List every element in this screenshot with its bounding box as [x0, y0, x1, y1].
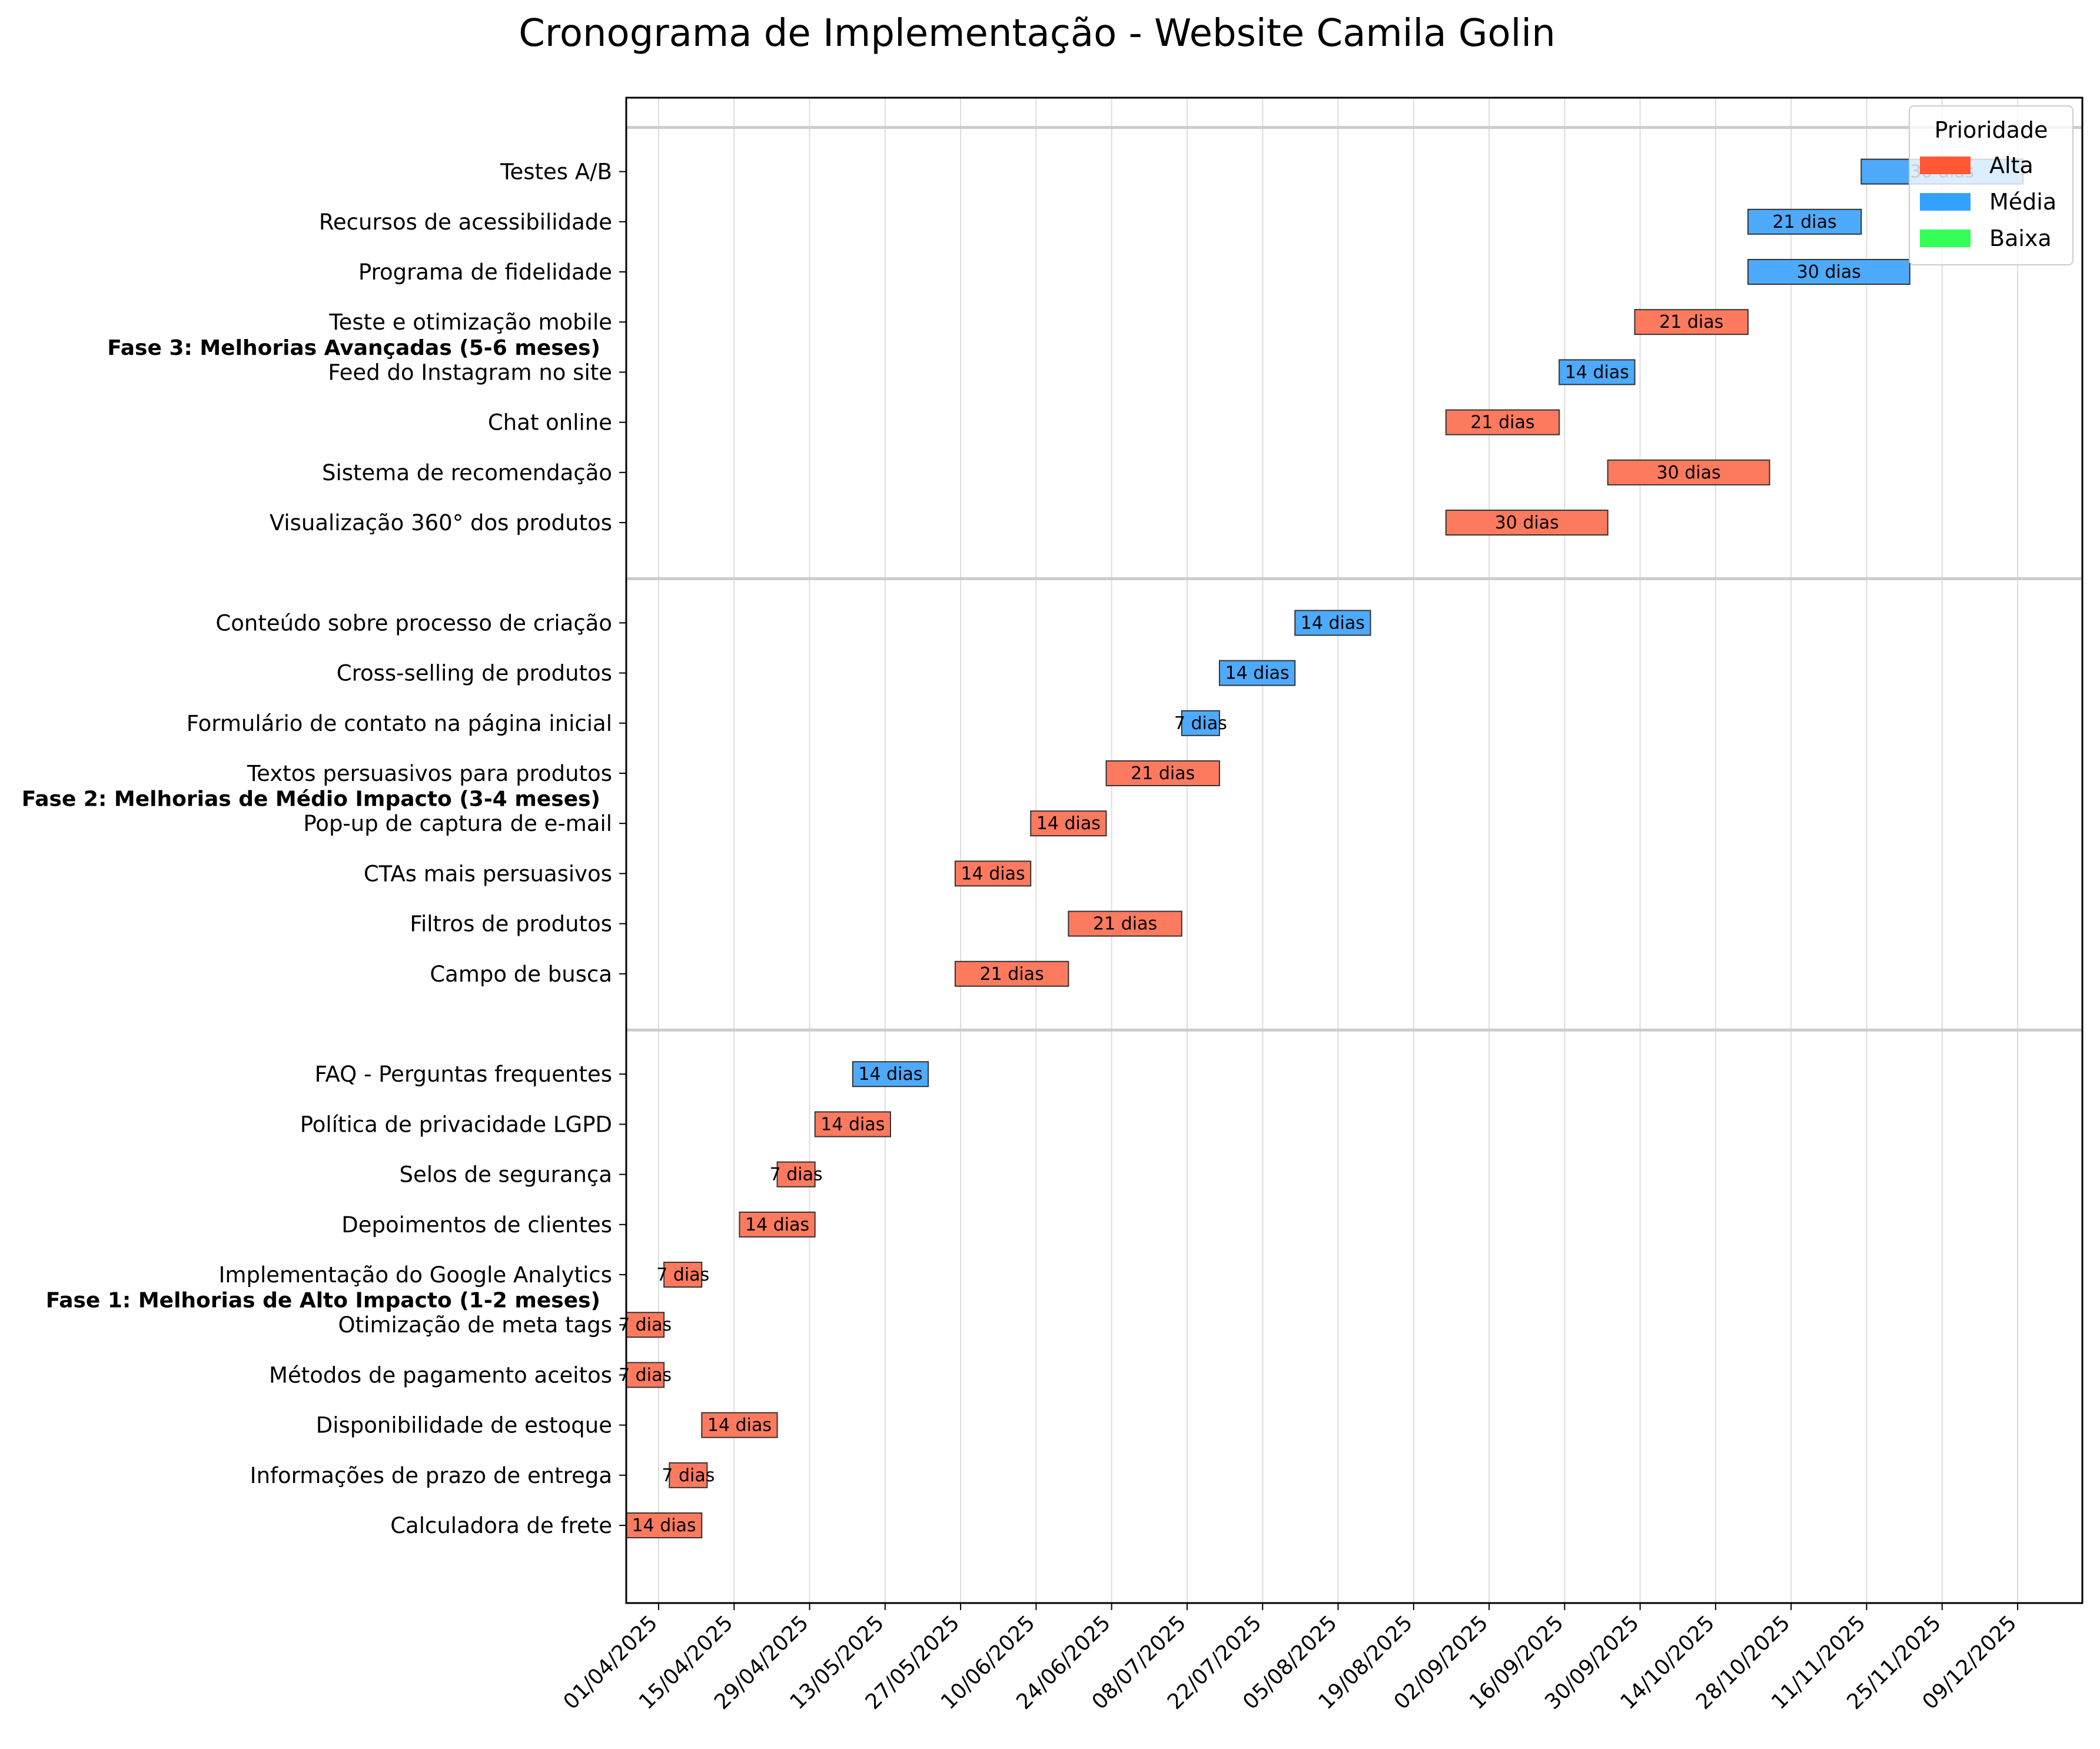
task-bar-label: 14 dias [632, 1515, 696, 1536]
task-bar [814, 1111, 891, 1138]
task-name-label: CTAs mais persuasivos [364, 861, 612, 886]
task-bar-label: 21 dias [980, 964, 1044, 985]
task-bar-label: 21 dias [1470, 413, 1534, 433]
task-bar-label: 7 dias [656, 1265, 709, 1285]
task-bar [1634, 309, 1749, 335]
phase-label: Fase 1: Melhorias de Alto Impacto (1-2 m… [46, 1289, 600, 1313]
task-bar-label: 30 dias [1657, 463, 1721, 483]
task-bar-label: 14 dias [1301, 613, 1365, 633]
grid-lines [657, 98, 2019, 1603]
task-bar-label: 7 dias [619, 1365, 672, 1385]
task-name-label: Feed do Instagram no site [328, 360, 612, 385]
task-bar-labels: 14 dias 7 dias 14 dias 7 dias 7 dias 7 dias 14… [619, 162, 1974, 1536]
y-axis: Calculadora de frete Informações de prazo… [187, 159, 626, 1538]
task-bar [1607, 459, 1770, 486]
chart-title: Cronograma de Implementação - Website Ca… [519, 12, 1556, 55]
task-bar [1294, 610, 1371, 636]
phase-label: Fase 3: Melhorias Avançadas (5-6 meses) [107, 336, 600, 360]
task-bar [701, 1412, 778, 1438]
task-bar [1181, 710, 1220, 736]
task-bar-label: 14 dias [1036, 813, 1101, 834]
task-name-label: Depoimentos de clientes [341, 1212, 612, 1238]
task-name-label: Testes A/B [500, 159, 612, 185]
legend-swatch [1920, 230, 1971, 247]
task-bar [663, 1262, 703, 1288]
task-bar [776, 1161, 816, 1188]
task-name-label: Visualização 360° dos produtos [270, 510, 612, 536]
phase-labels: Fase 1: Melhorias de Alto Impacto (1-2 m… [22, 336, 600, 1313]
task-bar [739, 1211, 816, 1238]
task-bar [1747, 259, 1910, 285]
task-name-label: Otimização de meta tags [338, 1312, 612, 1338]
task-name-label: Selos de segurança [399, 1162, 612, 1188]
task-name-label: Conteúdo sobre processo de criação [215, 610, 612, 636]
task-name-label: Implementação do Google Analytics [219, 1262, 612, 1288]
task-name-label: Campo de busca [430, 962, 612, 987]
task-name-label: Calculadora de frete [390, 1513, 612, 1538]
task-bar-label: 21 dias [1659, 312, 1723, 332]
task-bar [954, 960, 1069, 987]
task-bar-label: 7 dias [770, 1165, 823, 1185]
task-bar-label: 21 dias [1773, 212, 1837, 232]
task-name-label: Disponibilidade de estoque [316, 1413, 612, 1438]
task-bar-label: 14 dias [820, 1114, 885, 1135]
task-name-label: Pop-up de captura de e-mail [303, 811, 612, 836]
task-bar-label: 14 dias [1225, 663, 1290, 684]
task-bar-label: 21 dias [1131, 763, 1195, 784]
task-name-label: Filtros de produtos [410, 912, 612, 937]
task-bar [1218, 660, 1296, 686]
plot-frame [625, 97, 2084, 1604]
task-name-label: Política de privacidade LGPD [300, 1112, 612, 1137]
legend-swatch [1920, 193, 1971, 211]
task-bar-label: 7 dias [662, 1465, 715, 1486]
task-bar-label: 14 dias [1565, 362, 1629, 383]
task-bar [1747, 208, 1862, 235]
task-bar [1068, 910, 1182, 937]
legend: Prioridade Alta Média Baixa [1909, 105, 2074, 265]
legend-label: Alta [1989, 152, 2033, 178]
legend-frame [1909, 105, 2074, 265]
task-bar-label: 7 dias [619, 1315, 672, 1335]
task-name-label: Cross-selling de produtos [337, 661, 612, 686]
task-bar [1445, 510, 1609, 536]
task-bar [852, 1061, 929, 1088]
task-bar-label: 14 dias [961, 863, 1025, 884]
task-bars [626, 158, 2024, 1538]
task-bar-label: 30 dias [1797, 262, 1861, 282]
task-name-label: Textos persuasivos para produtos [247, 761, 612, 786]
task-bar-label: 7 dias [1174, 713, 1227, 734]
task-bar [1559, 359, 1636, 385]
task-bar [1105, 760, 1220, 786]
legend-label: Média [1989, 189, 2056, 215]
task-bar [626, 1512, 703, 1538]
task-name-label: Informações de prazo de entrega [250, 1463, 612, 1488]
task-bar-label: 14 dias [745, 1215, 809, 1235]
task-bar [954, 860, 1032, 887]
task-bar [626, 1312, 665, 1338]
task-name-label: Recursos de acessibilidade [319, 210, 612, 235]
task-bar-label: 14 dias [858, 1064, 922, 1085]
task-bar [1445, 409, 1560, 435]
task-bar [626, 1362, 665, 1388]
task-bar-label: 21 dias [1093, 914, 1157, 935]
task-bar-label: 14 dias [707, 1415, 772, 1436]
task-bar [669, 1462, 708, 1488]
legend-title: Prioridade [1935, 117, 2048, 143]
legend-swatch [1920, 157, 1971, 174]
phase-label: Fase 2: Melhorias de Médio Impacto (3-4 … [22, 787, 600, 812]
task-name-label: Sistema de recomendação [322, 460, 612, 486]
legend-label: Baixa [1989, 225, 2052, 251]
phase-separators [626, 126, 2082, 1032]
task-name-label: Teste e otimização mobile [328, 310, 612, 335]
task-name-label: FAQ - Perguntas frequentes [315, 1062, 612, 1087]
task-name-label: Métodos de pagamento aceitos [269, 1362, 612, 1388]
task-name-label: Formulário de contato na página inicial [187, 711, 612, 736]
task-bar [1030, 810, 1107, 837]
task-name-label: Chat online [488, 410, 612, 435]
task-bar-label: 30 dias [1495, 513, 1559, 533]
task-name-label: Programa de fidelidade [358, 260, 612, 285]
x-axis: 01/04/202515/04/202529/04/202513/05/2025… [559, 1603, 2021, 1714]
